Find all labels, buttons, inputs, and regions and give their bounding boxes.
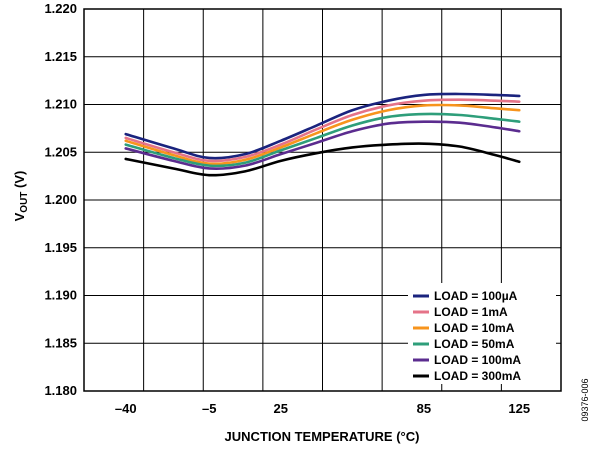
series-line-5	[124, 120, 521, 171]
series-line-3	[124, 103, 521, 166]
x-tick-label: 25	[274, 401, 288, 416]
y-tick-label: 1.200	[44, 192, 77, 207]
x-tick-label: –40	[115, 401, 137, 416]
series-line-2	[124, 98, 521, 163]
figure-id: 09376-006	[580, 378, 590, 421]
x-tick-label: –5	[202, 401, 216, 416]
y-axis-label: VOUT (V)	[12, 171, 30, 222]
legend-entry-label: LOAD = 100µA	[434, 289, 518, 303]
y-tick-label: 1.180	[44, 383, 77, 398]
x-tick-label: 85	[417, 401, 431, 416]
y-axis-label-subscript: OUT	[19, 192, 30, 213]
x-axis-label: JUNCTION TEMPERATURE (°C)	[225, 429, 420, 444]
series-line-1	[124, 92, 521, 160]
y-axis-label-unit: (V)	[12, 171, 27, 192]
legend-entry-label: LOAD = 300mA	[434, 369, 521, 383]
plot-area-frame	[83, 8, 562, 392]
x-tick-label: 125	[508, 401, 530, 416]
y-tick-label: 1.195	[44, 240, 77, 255]
y-tick-label: 1.185	[44, 335, 77, 350]
y-axis-ticks: 1.180 1.185 1.190 1.195 1.200 1.205 1.210 1.215…	[44, 1, 77, 398]
y-axis-label-main: V	[12, 212, 27, 221]
y-tick-label: 1.220	[44, 1, 77, 16]
y-tick-label: 1.215	[44, 49, 77, 64]
y-tick-label: 1.205	[44, 144, 77, 159]
y-tick-label: 1.190	[44, 288, 77, 303]
legend-entry-label: LOAD = 10mA	[434, 321, 515, 335]
legend-entry-label: LOAD = 100mA	[434, 353, 521, 367]
series-line-4	[124, 112, 521, 168]
legend-box	[408, 283, 556, 384]
y-tick-label: 1.210	[44, 97, 77, 112]
legend: LOAD = 100µA LOAD = 1mA LOAD = 10mA LOAD = …	[408, 283, 556, 384]
x-axis-ticks: –40 –5 25 85 125	[115, 401, 530, 416]
legend-entry-label: LOAD = 50mA	[434, 337, 515, 351]
series-line-6	[124, 142, 521, 177]
series-layer	[124, 92, 521, 177]
legend-entry-label: LOAD = 1mA	[434, 305, 508, 319]
